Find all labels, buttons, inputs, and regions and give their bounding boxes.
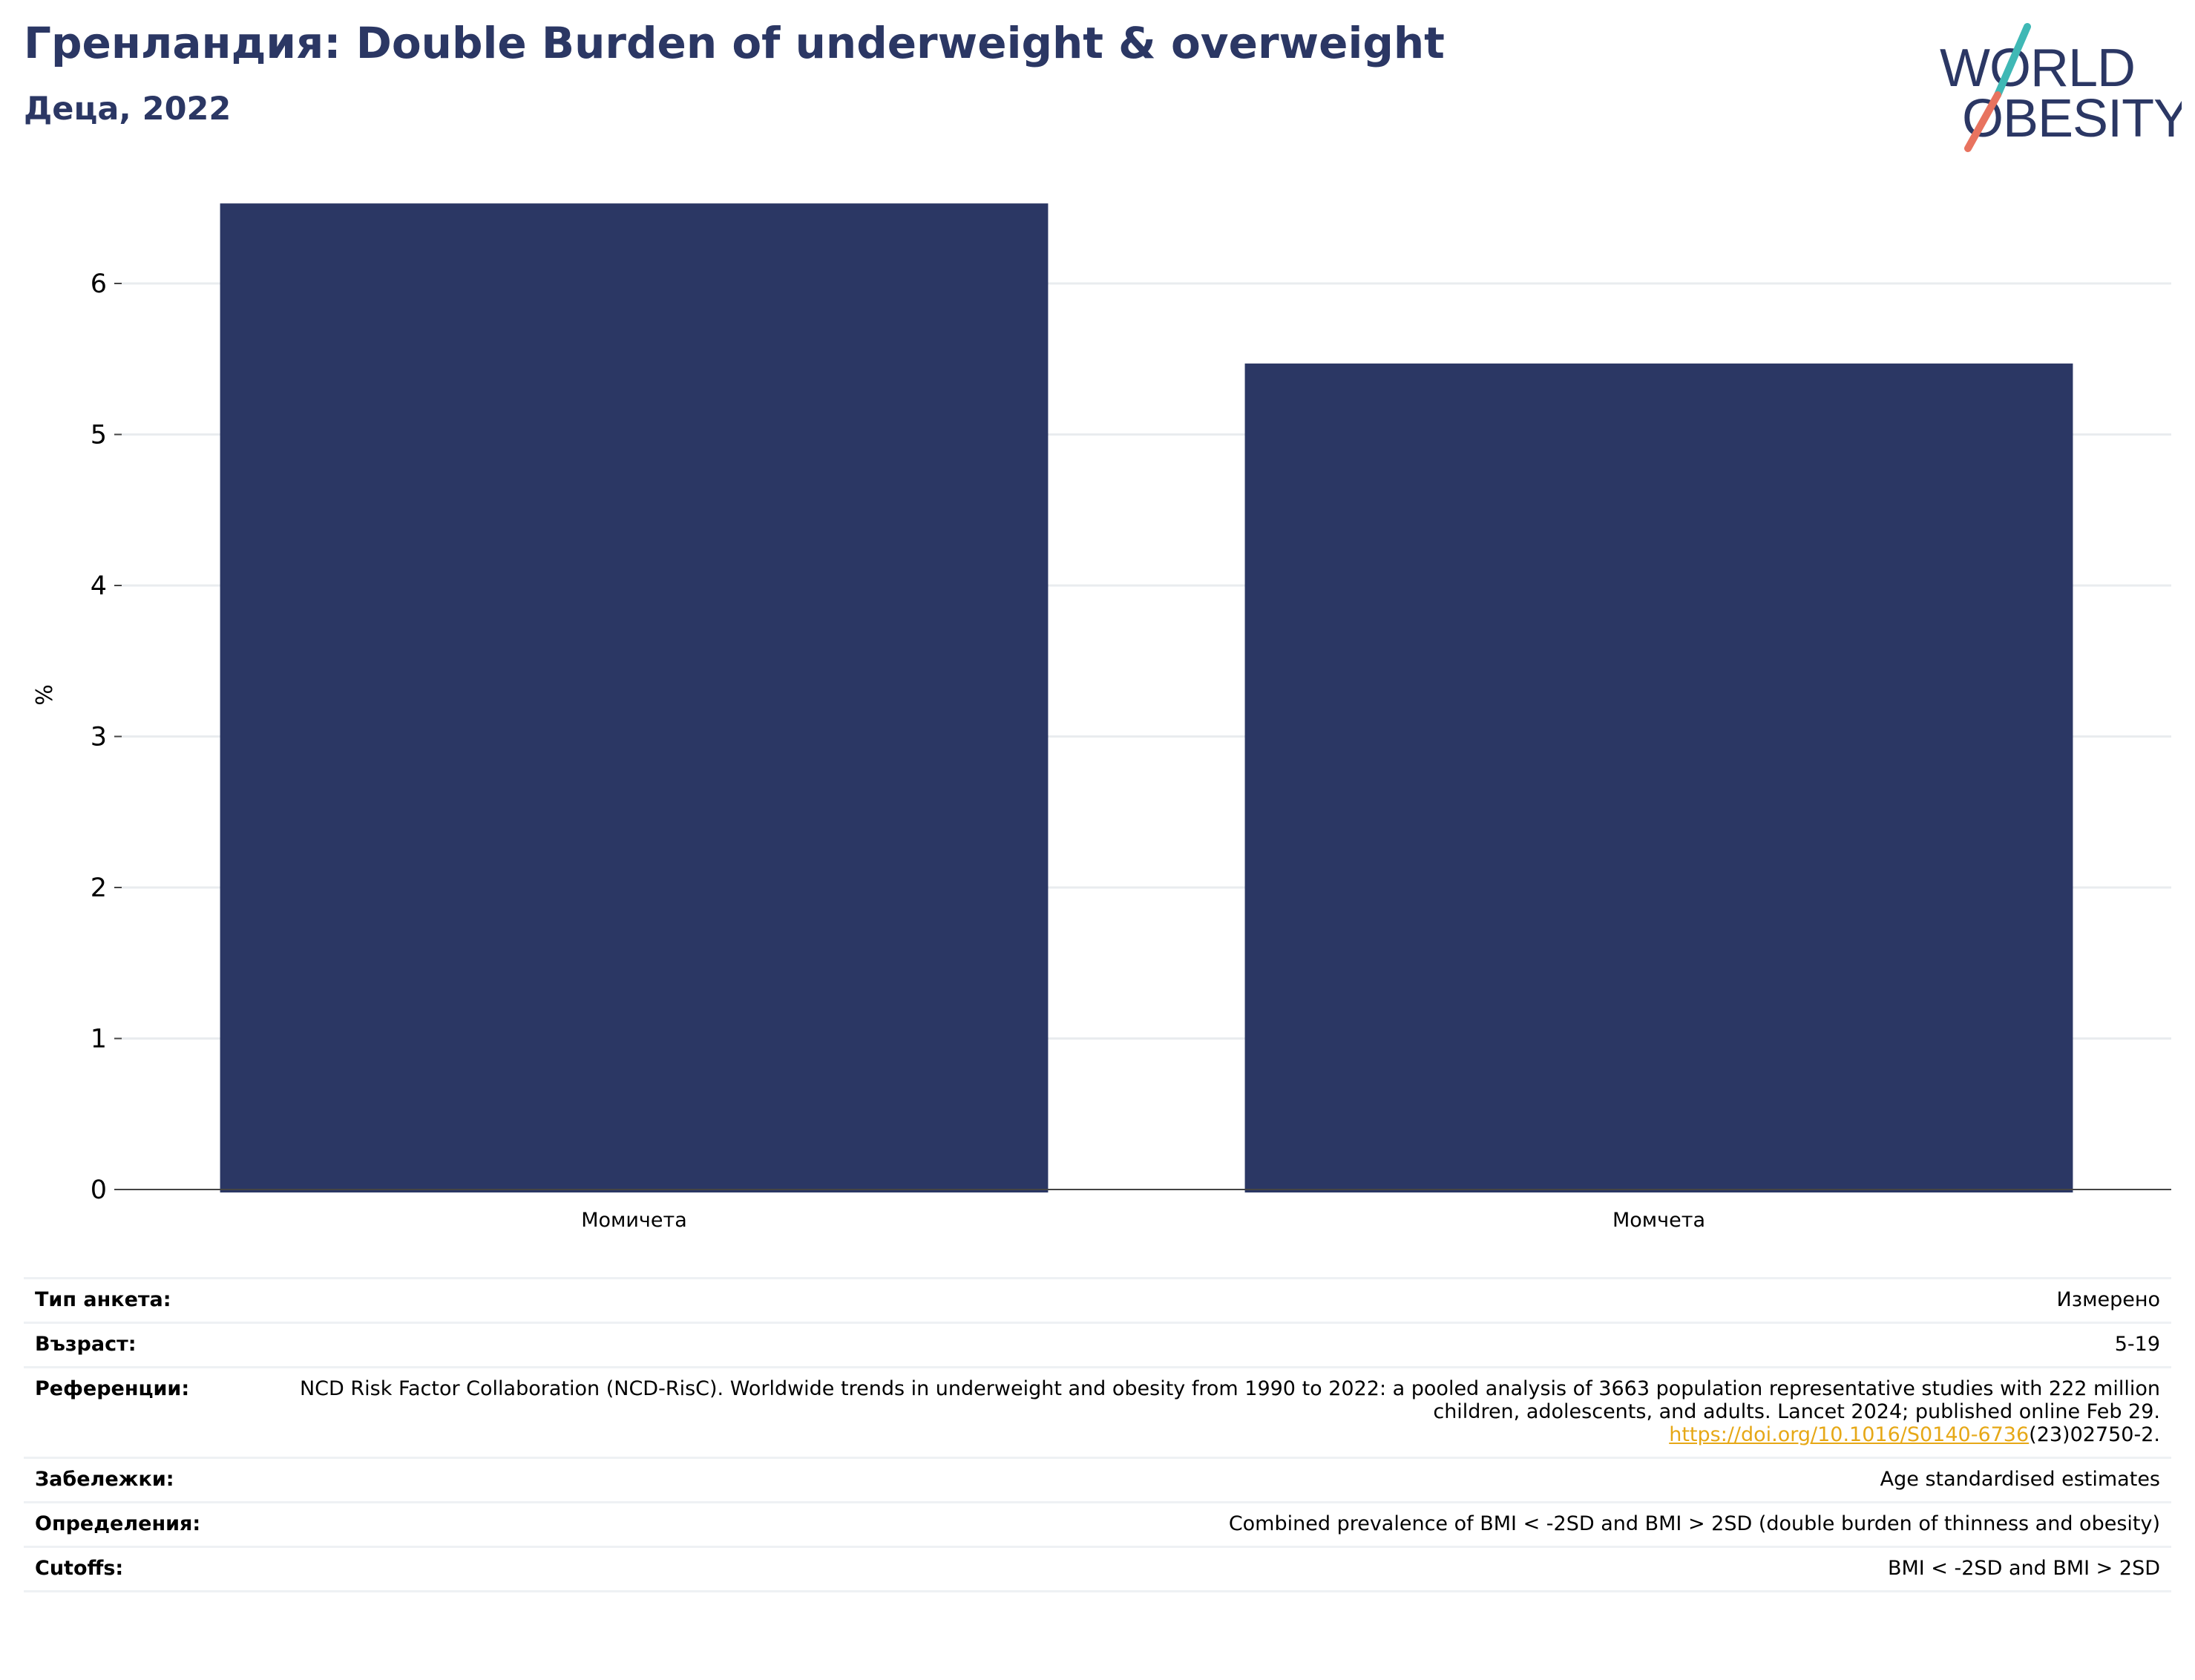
metadata-row: Cutoffs: BMI < -2SD and BMI > 2SD	[24, 1546, 2171, 1592]
bar-girls	[220, 203, 1049, 1192]
reference-link-suffix: (23)02750-2.	[2029, 1423, 2160, 1446]
bar-boys	[1244, 363, 2073, 1193]
metadata-label: Cutoffs:	[24, 1546, 269, 1592]
metadata-value-text: 5-19	[2114, 1333, 2160, 1356]
metadata-value: Измерено	[269, 1277, 2171, 1323]
y-tick-label: 5	[91, 421, 107, 450]
metadata-label: Тип анкета:	[24, 1277, 269, 1323]
y-tick-label: 4	[91, 571, 107, 601]
logo-slash-bottom	[1964, 91, 2001, 152]
metadata-table: Тип анкета: Измерено Възраст: 5-19 Референци…	[24, 1277, 2171, 1592]
bar-chart: 0 1 2 3 4 5 6 Момичета Момчета %	[32, 203, 2171, 1232]
y-tick-label: 6	[91, 269, 107, 299]
metadata-label: Забележки:	[24, 1457, 269, 1503]
logo-slash-top	[1994, 23, 2031, 99]
metadata-row: Забележки: Age standardised estimates	[24, 1457, 2171, 1503]
metadata-value: Combined prevalence of BMI < -2SD and BM…	[269, 1501, 2171, 1547]
bars	[220, 203, 2073, 1193]
y-axis-label: %	[32, 684, 58, 706]
y-tick-label: 3	[91, 723, 107, 752]
metadata-value-text: Combined prevalence of BMI < -2SD and BM…	[1228, 1512, 2160, 1535]
metadata-value: 5-19	[269, 1322, 2171, 1368]
chart-title: Гренландия: Double Burden of underweight…	[24, 18, 1445, 68]
y-tick-label: 0	[91, 1175, 107, 1205]
metadata-label: Определения:	[24, 1501, 269, 1547]
metadata-value: BMI < -2SD and BMI > 2SD	[269, 1546, 2171, 1592]
metadata-row: Възраст: 5-19	[24, 1322, 2171, 1368]
chart-subtitle: Деца, 2022	[24, 91, 232, 128]
metadata-label: Референции:	[24, 1366, 269, 1458]
metadata-value-text: BMI < -2SD and BMI > 2SD	[1887, 1557, 2160, 1580]
y-axis-ticks: 0 1 2 3 4 5 6	[91, 269, 122, 1205]
metadata-value: Age standardised estimates	[269, 1457, 2171, 1503]
metadata-value-text: Измерено	[2056, 1288, 2160, 1311]
metadata-value: NCD Risk Factor Collaboration (NCD-RisC)…	[269, 1366, 2171, 1458]
y-tick-label: 1	[91, 1025, 107, 1054]
x-tick-label: Момичета	[581, 1209, 687, 1232]
metadata-row: Референции: NCD Risk Factor Collaboration…	[24, 1366, 2171, 1458]
metadata-row: Определения: Combined prevalence of BMI <…	[24, 1501, 2171, 1547]
y-tick-label: 2	[91, 873, 107, 903]
metadata-label: Възраст:	[24, 1322, 269, 1368]
logo-line1: WORLD	[1940, 39, 2135, 98]
reference-link[interactable]: https://doi.org/10.1016/S0140-6736	[1669, 1423, 2030, 1446]
metadata-row: Тип анкета: Измерено	[24, 1277, 2171, 1323]
metadata-value-text: NCD Risk Factor Collaboration (NCD-RisC)…	[299, 1377, 2160, 1423]
metadata-value-text: Age standardised estimates	[1880, 1468, 2160, 1491]
x-tick-label: Момчета	[1612, 1209, 1705, 1232]
x-axis-ticks: Момичета Момчета	[581, 1209, 1705, 1232]
world-obesity-logo: WORLD OBESITY	[1940, 23, 2182, 152]
